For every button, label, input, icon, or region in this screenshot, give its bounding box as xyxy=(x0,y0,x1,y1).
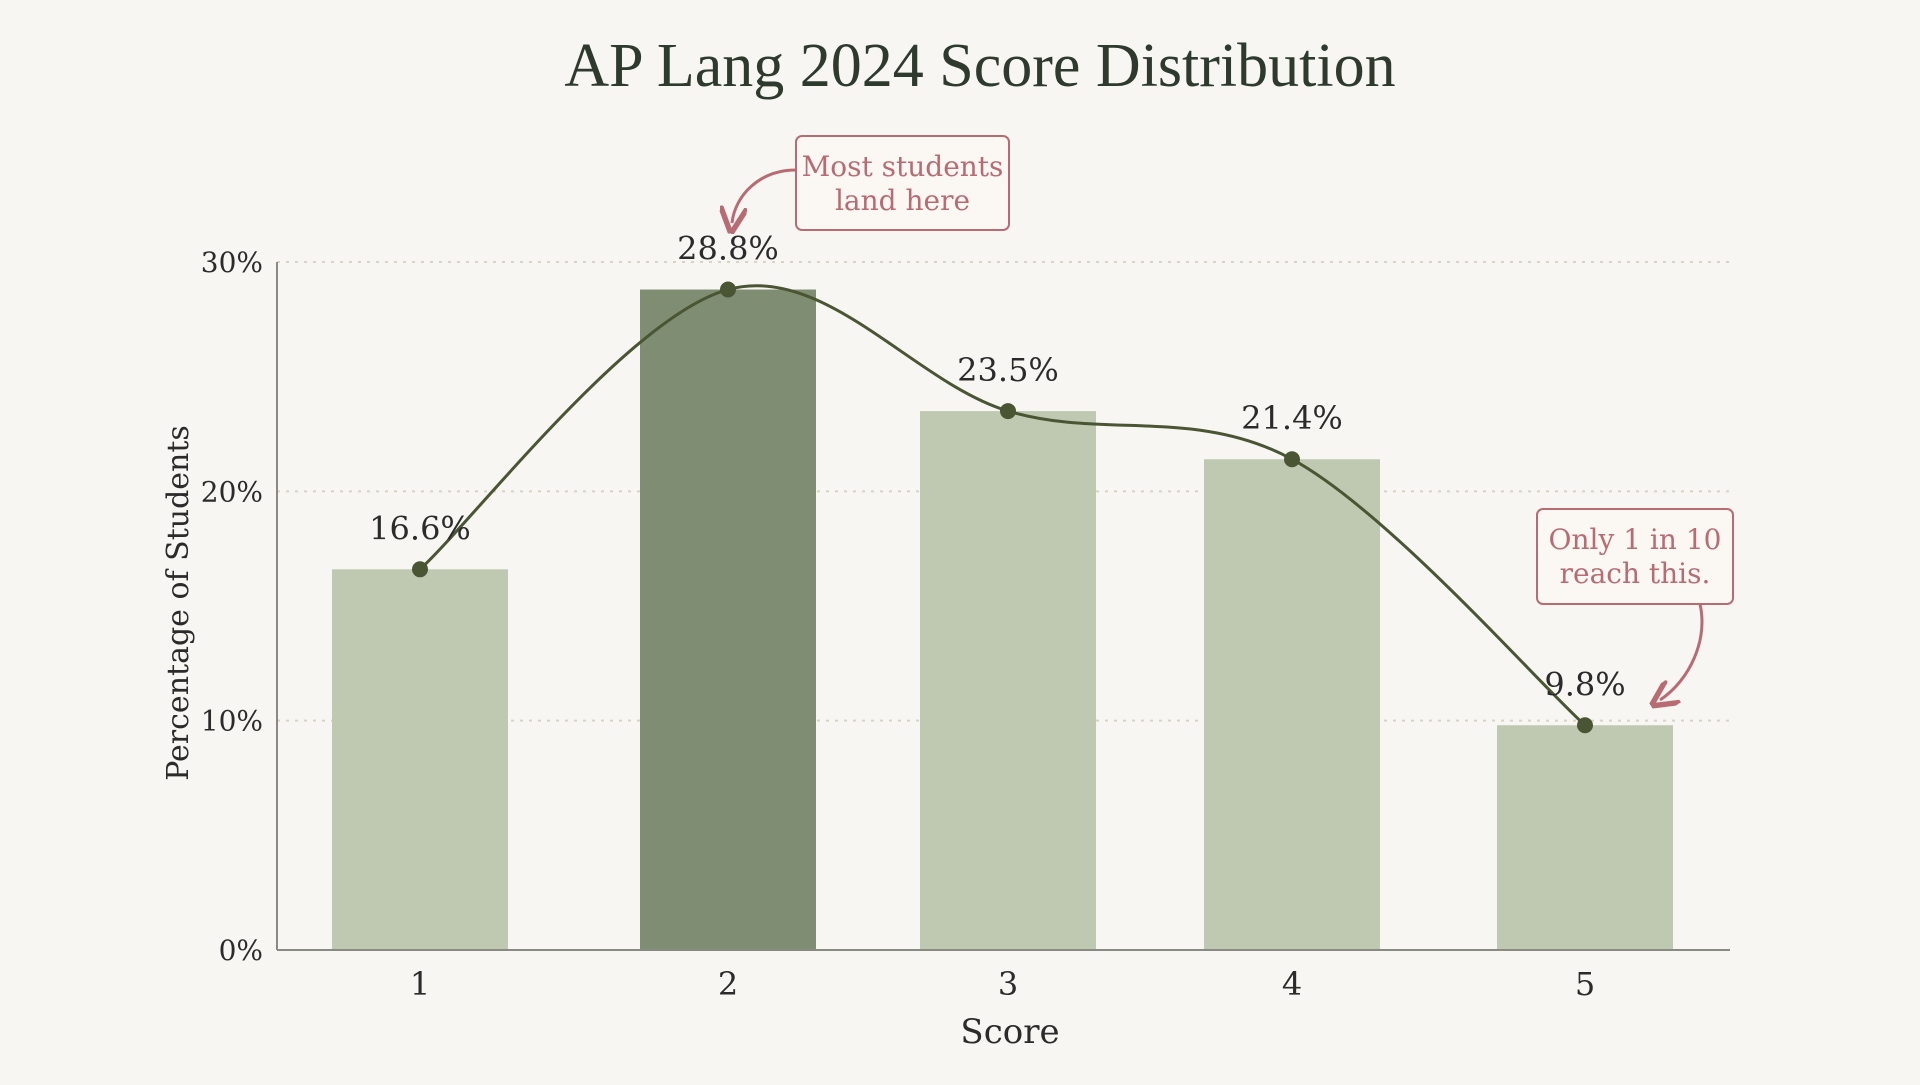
x-tick-label: 1 xyxy=(410,965,430,1003)
x-tick-label: 3 xyxy=(998,965,1018,1003)
bar-1 xyxy=(332,569,508,950)
x-axis-label: Score xyxy=(960,1012,1059,1052)
x-tick-label: 5 xyxy=(1575,965,1595,1003)
annotation-text: reach this. xyxy=(1560,557,1711,590)
data-labels: 16.6% 28.8% 23.5% 21.4% 9.8% xyxy=(369,230,1625,704)
bar-2 xyxy=(640,289,816,950)
data-label-4: 21.4% xyxy=(1241,399,1343,437)
trend-point-5 xyxy=(1577,717,1593,734)
bar-5 xyxy=(1497,725,1673,950)
x-tick-label: 2 xyxy=(718,965,738,1003)
trend-line-group xyxy=(412,281,1593,734)
bar-4 xyxy=(1204,459,1380,950)
axes: 0% 10% 20% 30% 1 2 3 4 5 xyxy=(201,246,1730,1003)
trend-point-2 xyxy=(720,281,736,298)
bars xyxy=(332,289,1673,951)
annotation-text: Most students xyxy=(802,150,1004,183)
x-tick-label: 4 xyxy=(1282,965,1302,1003)
annotation-text: land here xyxy=(835,184,970,217)
y-tick-label: 30% xyxy=(201,246,263,279)
chart-title: AP Lang 2024 Score Distribution xyxy=(564,32,1395,100)
annotation-box xyxy=(1536,508,1734,605)
data-label-2: 28.8% xyxy=(677,230,779,268)
annotation-arrow xyxy=(732,168,797,223)
trend-point-3 xyxy=(1000,403,1016,420)
annotation-arrow xyxy=(1660,603,1704,700)
y-tick-label: 0% xyxy=(219,934,263,967)
data-label-3: 23.5% xyxy=(957,351,1059,389)
y-tick-label: 20% xyxy=(201,475,263,508)
annotation-box xyxy=(795,135,1010,231)
trend-point-1 xyxy=(412,561,428,578)
trend-point-4 xyxy=(1284,451,1300,468)
bar-3 xyxy=(920,411,1096,951)
y-tick-label: 10% xyxy=(201,705,263,738)
data-label-1: 16.6% xyxy=(369,509,471,547)
y-axis-label: Percentage of Students xyxy=(161,425,196,781)
data-label-5: 9.8% xyxy=(1544,665,1625,703)
annotation-text: Only 1 in 10 xyxy=(1549,523,1722,556)
